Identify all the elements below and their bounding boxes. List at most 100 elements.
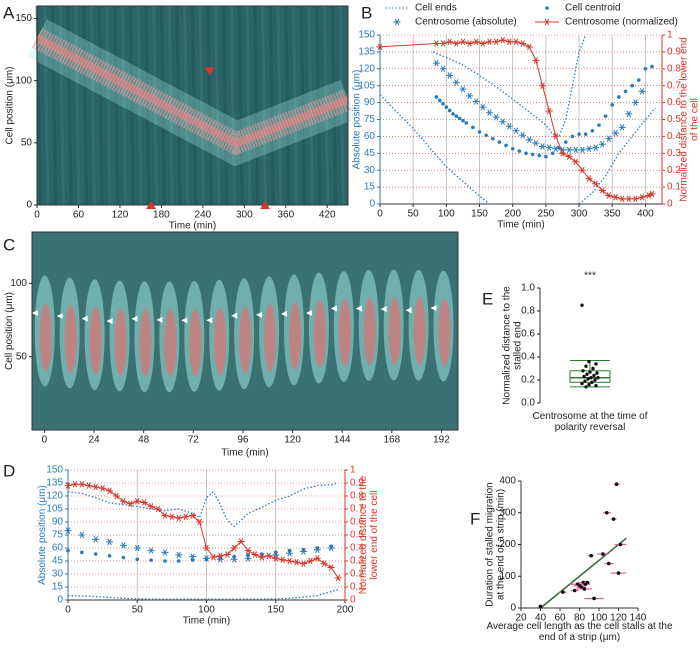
asterisk-marker	[598, 141, 606, 148]
legend-swatch	[393, 18, 401, 26]
texture	[253, 5, 260, 206]
arrowhead-marker	[146, 201, 157, 209]
point	[592, 373, 596, 378]
asterisk-marker	[293, 559, 301, 566]
y2-tick-label: 0.6	[667, 97, 681, 108]
point	[550, 151, 555, 156]
asterisk-marker	[558, 150, 566, 157]
asterisk-marker	[432, 40, 440, 47]
y-tick-label: 120	[358, 63, 375, 74]
asterisk-marker	[439, 65, 447, 73]
x-tick-label: 0	[65, 605, 71, 616]
asterisk-marker	[216, 552, 224, 560]
y2-tick-label: 0.9	[350, 478, 364, 489]
y2-tick-label: 0	[350, 595, 356, 606]
cell-core	[413, 297, 426, 365]
legend-label: Centrosome (absolute)	[415, 17, 517, 28]
asterisk-marker	[525, 43, 533, 51]
point	[623, 89, 628, 94]
texture	[89, 5, 96, 206]
y-axis-label-box: Normalized distance to the stalled end	[501, 286, 523, 405]
y-tick-label: 15	[52, 582, 64, 593]
y-tick-label: 15	[364, 182, 376, 193]
point	[510, 146, 515, 151]
y-axis-label: Cell position (μm)	[3, 292, 15, 371]
asterisk-marker	[472, 98, 480, 105]
y-tick-label: 90	[52, 517, 64, 528]
y-tick-label: 150	[15, 13, 32, 24]
asterisk-marker	[196, 518, 204, 526]
cell-core	[139, 309, 152, 377]
asterisk-marker	[230, 544, 238, 552]
point	[601, 552, 605, 556]
y-tick-label: 300	[499, 507, 516, 518]
asterisk-marker	[472, 38, 480, 46]
asterisk-marker	[466, 92, 474, 100]
asterisk-marker	[106, 487, 114, 495]
arrowhead	[31, 310, 38, 316]
asterisk-marker	[638, 193, 646, 201]
y2-tick-label: 0.7	[350, 504, 364, 515]
asterisk-marker	[119, 542, 127, 549]
y-axis-label: Normalized distance to the stalled end	[501, 286, 523, 405]
asterisk-marker	[446, 38, 454, 46]
asterisk-marker	[175, 514, 183, 522]
x-tick-label: 60	[554, 613, 566, 624]
point	[464, 121, 469, 125]
point	[589, 553, 593, 558]
point	[610, 103, 615, 107]
point	[524, 151, 528, 156]
asterisk-marker	[459, 85, 467, 93]
arrowhead	[156, 316, 163, 323]
point	[595, 371, 599, 375]
x-tick-label: 350	[604, 209, 621, 220]
asterisk-marker	[203, 544, 210, 552]
point	[538, 604, 543, 609]
point	[530, 152, 535, 157]
point	[643, 67, 648, 71]
asterisk-marker	[327, 544, 335, 552]
point	[585, 372, 589, 376]
point	[66, 548, 70, 553]
asterisk-marker	[459, 38, 467, 46]
panel-label: F	[470, 509, 480, 528]
asterisk-marker	[492, 113, 500, 121]
asterisk-marker	[585, 145, 593, 153]
point	[80, 550, 84, 555]
y-tick-label: 105	[46, 504, 63, 515]
texture	[222, 5, 229, 206]
arrowhead-marker	[260, 201, 271, 209]
x-axis-label: Time (min)	[497, 220, 544, 231]
arrowhead	[131, 315, 138, 322]
asterisk-marker	[299, 560, 307, 567]
x-tick-label: 50	[408, 209, 420, 220]
asterisk-marker	[638, 88, 646, 95]
asterisk-marker	[565, 146, 573, 154]
point	[583, 132, 588, 136]
asterisk-marker	[126, 500, 134, 508]
point	[451, 112, 455, 116]
y2-tick-label: 0.3	[350, 556, 364, 567]
legend-label: Centrosome (normalized)	[565, 17, 678, 28]
asterisk-marker	[299, 548, 307, 555]
asterisk-marker	[612, 129, 620, 137]
asterisk-marker	[532, 139, 540, 147]
x-tick-label: 250	[538, 209, 555, 220]
asterisk-marker	[572, 146, 580, 154]
cell-core	[313, 300, 326, 368]
y-tick-label: 100	[499, 571, 516, 582]
texture	[292, 5, 299, 206]
asterisk-marker	[182, 513, 190, 521]
x-tick-label: 360	[277, 210, 294, 221]
y-tick-label: 120	[46, 491, 63, 502]
x-tick-label: 96	[237, 435, 249, 446]
x-tick-label: 50	[132, 605, 144, 616]
point	[537, 153, 542, 158]
asterisk-marker	[209, 553, 217, 561]
asterisk-marker	[512, 127, 520, 135]
asterisk-marker	[565, 153, 573, 160]
asterisk-marker	[598, 187, 606, 194]
point	[594, 384, 598, 388]
cell-core	[164, 309, 177, 377]
y-tick-label: 400	[499, 476, 516, 487]
